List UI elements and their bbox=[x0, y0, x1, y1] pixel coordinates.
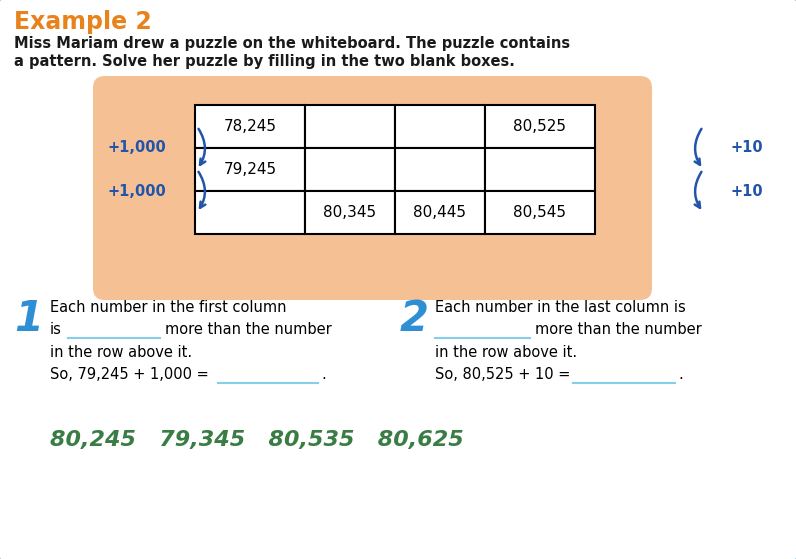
Text: more than the number: more than the number bbox=[535, 322, 702, 337]
Bar bbox=[485, 105, 595, 148]
Text: in the row above it.: in the row above it. bbox=[50, 345, 192, 360]
Bar bbox=[395, 105, 485, 148]
Bar bbox=[195, 105, 305, 148]
Bar bbox=[395, 191, 485, 234]
Text: So, 79,245 + 1,000 =: So, 79,245 + 1,000 = bbox=[50, 367, 209, 382]
Text: 80,245   79,345   80,535   80,625: 80,245 79,345 80,535 80,625 bbox=[50, 430, 464, 450]
Text: So, 80,525 + 10 =: So, 80,525 + 10 = bbox=[435, 367, 571, 382]
Text: 79,245: 79,245 bbox=[224, 162, 276, 177]
Text: +1,000: +1,000 bbox=[107, 140, 166, 155]
Text: +10: +10 bbox=[731, 140, 763, 155]
Text: more than the number: more than the number bbox=[165, 322, 332, 337]
Text: 78,245: 78,245 bbox=[224, 119, 276, 134]
Text: 80,445: 80,445 bbox=[413, 205, 466, 220]
Text: +1,000: +1,000 bbox=[107, 183, 166, 198]
Bar bbox=[195, 191, 305, 234]
FancyBboxPatch shape bbox=[93, 76, 652, 300]
Text: is: is bbox=[50, 322, 62, 337]
Text: 2: 2 bbox=[400, 298, 429, 340]
Bar bbox=[305, 105, 395, 148]
Bar bbox=[195, 148, 305, 191]
Text: .: . bbox=[678, 367, 683, 382]
Text: +10: +10 bbox=[731, 183, 763, 198]
Text: Miss Mariam drew a puzzle on the whiteboard. The puzzle contains: Miss Mariam drew a puzzle on the whitebo… bbox=[14, 36, 570, 51]
Bar bbox=[395, 148, 485, 191]
Text: 80,545: 80,545 bbox=[513, 205, 567, 220]
Text: a pattern. Solve her puzzle by filling in the two blank boxes.: a pattern. Solve her puzzle by filling i… bbox=[14, 54, 515, 69]
Bar bbox=[485, 191, 595, 234]
Text: .: . bbox=[321, 367, 326, 382]
Text: Each number in the first column: Each number in the first column bbox=[50, 300, 287, 315]
Bar bbox=[485, 148, 595, 191]
Text: in the row above it.: in the row above it. bbox=[435, 345, 577, 360]
Text: Example 2: Example 2 bbox=[14, 10, 152, 34]
Text: 1: 1 bbox=[14, 298, 43, 340]
Bar bbox=[305, 191, 395, 234]
Text: 80,525: 80,525 bbox=[513, 119, 567, 134]
Text: 80,345: 80,345 bbox=[323, 205, 377, 220]
Bar bbox=[305, 148, 395, 191]
Text: Each number in the last column is: Each number in the last column is bbox=[435, 300, 685, 315]
